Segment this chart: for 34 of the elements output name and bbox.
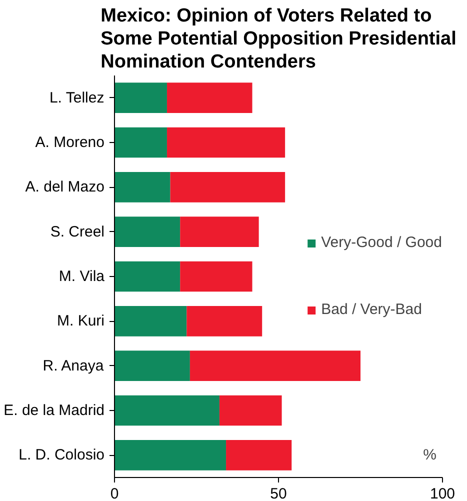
x-tick-label: 50	[270, 486, 287, 501]
bar	[190, 350, 360, 382]
bar	[114, 216, 180, 248]
bar	[180, 261, 252, 292]
chart-title: Mexico: Opinion of Voters Related to Some Potential Opposition Presidential Nomination Contenders	[100, 5, 456, 72]
bar	[219, 395, 282, 426]
bar	[114, 350, 190, 382]
bar	[226, 440, 292, 470]
y-tick-label: E. de la Madrid	[4, 402, 105, 419]
y-tick-label: R. Anaya	[42, 357, 104, 374]
x-tick-label: 0	[110, 486, 119, 501]
bar	[170, 172, 286, 202]
legend-label: Very-Good / Good	[321, 234, 442, 251]
bar	[114, 440, 226, 470]
y-tick-label: S. Creel	[50, 223, 105, 240]
bar	[114, 172, 170, 202]
annotation: %	[423, 446, 437, 464]
y-tick-label: A. Moreno	[35, 134, 105, 151]
bar	[114, 261, 180, 292]
y-tick-label: L. D. Colosio	[18, 446, 105, 464]
legend-label: Bad / Very-Bad	[321, 301, 422, 318]
bar	[114, 306, 187, 336]
y-tick-label: M. Vila	[58, 268, 106, 285]
y-tick-label: A. del Mazo	[25, 178, 105, 196]
bar	[114, 395, 220, 426]
bar	[114, 127, 167, 158]
bar	[166, 82, 252, 114]
x-tick-label: 100	[430, 486, 456, 501]
bar	[166, 127, 286, 158]
y-tick-label: M. Kuri	[56, 312, 105, 330]
y-tick-label: L. Tellez	[49, 89, 104, 106]
bar	[114, 82, 167, 114]
bar	[186, 306, 262, 336]
bar	[180, 216, 259, 248]
